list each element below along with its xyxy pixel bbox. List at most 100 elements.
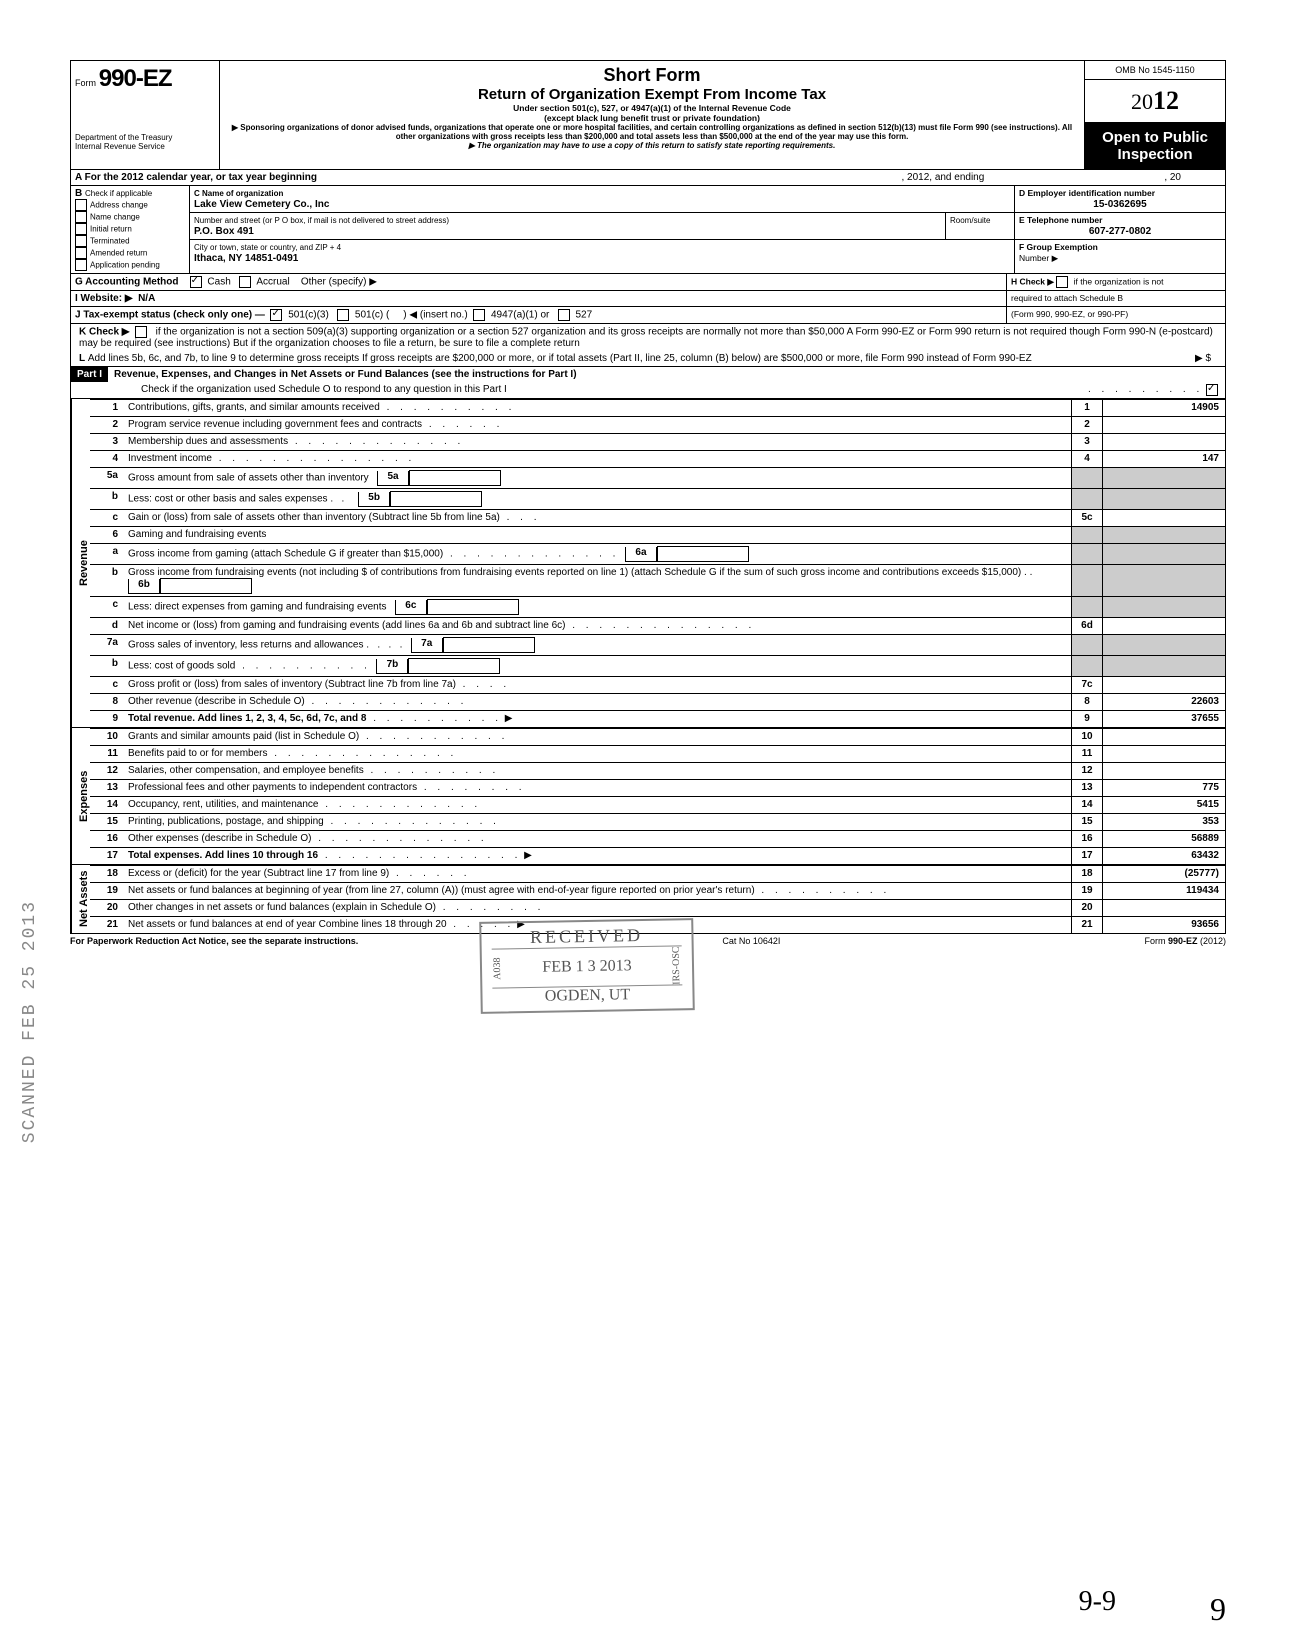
signature: 9-9 xyxy=(1079,1586,1116,1618)
t5b: Less: cost or other basis and sales expe… xyxy=(128,494,328,505)
t6: Gaming and fundraising events xyxy=(124,527,1071,543)
bn5c: 5c xyxy=(1071,510,1103,526)
v15: 353 xyxy=(1103,814,1225,830)
bn13: 13 xyxy=(1071,780,1103,796)
cb-501c[interactable] xyxy=(337,309,349,321)
i-label: I Website: ▶ xyxy=(75,293,133,304)
v5c xyxy=(1103,510,1225,526)
j-d: 4947(a)(1) or xyxy=(491,310,549,321)
cb-accrual[interactable] xyxy=(239,276,251,288)
part1-title: Revenue, Expenses, and Changes in Net As… xyxy=(108,367,1225,382)
box6a: 6a xyxy=(625,547,657,562)
bn12: 12 xyxy=(1071,763,1103,779)
title-except: (except black lung benefit trust or priv… xyxy=(224,113,1080,123)
dept2: Internal Revenue Service xyxy=(75,142,215,151)
cb-amended[interactable] xyxy=(75,247,87,259)
box6b: 6b xyxy=(128,579,160,594)
sh5b xyxy=(1071,489,1103,509)
cb-h[interactable] xyxy=(1056,276,1068,288)
bn18: 18 xyxy=(1071,866,1103,882)
g-label: G Accounting Method xyxy=(75,277,179,288)
sh6b xyxy=(1071,565,1103,596)
title-sub: Return of Organization Exempt From Incom… xyxy=(224,86,1080,103)
cb-terminated[interactable] xyxy=(75,235,87,247)
t16: Other expenses (describe in Schedule O) xyxy=(128,833,311,844)
inspection: Inspection xyxy=(1089,146,1221,163)
v21: 93656 xyxy=(1103,917,1225,933)
cb-cash[interactable] xyxy=(190,276,202,288)
t7b: Less: cost of goods sold xyxy=(128,661,235,672)
t6d: Net income or (loss) from gaming and fun… xyxy=(128,620,565,631)
val5b[interactable] xyxy=(390,491,482,507)
l-arrow: ▶ $ xyxy=(1071,353,1221,364)
v1: 14905 xyxy=(1103,400,1225,416)
b-check: Check if applicable xyxy=(85,189,152,198)
opt-4: Amended return xyxy=(90,249,147,258)
n13: 13 xyxy=(90,780,124,796)
t18: Excess or (deficit) for the year (Subtra… xyxy=(128,868,389,879)
d-val: 15-0362695 xyxy=(1019,199,1221,210)
bn1: 1 xyxy=(1071,400,1103,416)
k-text: if the organization is not a section 509… xyxy=(79,327,1213,349)
t7c: Gross profit or (loss) from sales of inv… xyxy=(128,679,456,690)
val7b[interactable] xyxy=(408,658,500,674)
val7a[interactable] xyxy=(443,637,535,653)
val6c[interactable] xyxy=(427,599,519,615)
box5b: 5b xyxy=(358,492,390,507)
t2: Program service revenue including govern… xyxy=(128,419,422,430)
val5a[interactable] xyxy=(409,470,501,486)
cb-k[interactable] xyxy=(135,326,147,338)
j-label: J Tax-exempt status (check only one) — xyxy=(75,310,265,321)
v16: 56889 xyxy=(1103,831,1225,847)
t5c: Gain or (loss) from sale of assets other… xyxy=(128,512,500,523)
t9: Total revenue. Add lines 1, 2, 3, 4, 5c,… xyxy=(128,713,366,724)
val6b[interactable] xyxy=(160,578,252,594)
addr-val: P.O. Box 491 xyxy=(194,226,254,237)
shv5a xyxy=(1103,468,1225,488)
stamp-code: A038 xyxy=(492,958,503,980)
bn6d: 6d xyxy=(1071,618,1103,634)
d-label: D Employer identification number xyxy=(1019,188,1155,198)
cb-name[interactable] xyxy=(75,211,87,223)
t13: Professional fees and other payments to … xyxy=(128,782,417,793)
n19: 19 xyxy=(90,883,124,899)
v9: 37655 xyxy=(1103,711,1225,727)
section-gh: G Accounting Method Cash Accrual Other (… xyxy=(71,274,1225,291)
v4: 147 xyxy=(1103,451,1225,467)
l-text: Add lines 5b, 6c, and 7b, to line 9 to d… xyxy=(88,353,1032,364)
cb-pending[interactable] xyxy=(75,259,87,271)
n6b: b xyxy=(90,565,124,596)
g-cash: Cash xyxy=(207,277,230,288)
cb-501c3[interactable] xyxy=(270,309,282,321)
n6: 6 xyxy=(90,527,124,543)
t3: Membership dues and assessments xyxy=(128,436,288,447)
cb-4947[interactable] xyxy=(473,309,485,321)
title-under: Under section 501(c), 527, or 4947(a)(1)… xyxy=(224,103,1080,113)
i-val: N/A xyxy=(138,293,155,304)
j-b: 501(c) ( xyxy=(355,310,389,321)
box5a: 5a xyxy=(377,471,409,486)
section-l: L Add lines 5b, 6c, and 7b, to line 9 to… xyxy=(71,351,1225,366)
box7a: 7a xyxy=(411,638,443,653)
cb-527[interactable] xyxy=(558,309,570,321)
t6a: Gross income from gaming (attach Schedul… xyxy=(128,549,443,560)
city-label: City or town, state or country, and ZIP … xyxy=(194,243,341,252)
val6a[interactable] xyxy=(657,546,749,562)
e-label: E Telephone number xyxy=(1019,215,1102,225)
cb-part1[interactable] xyxy=(1206,384,1218,396)
n2: 2 xyxy=(90,417,124,433)
n7b: b xyxy=(90,656,124,676)
n7a: 7a xyxy=(90,635,124,655)
inspect-box: Open to Public Inspection xyxy=(1085,123,1225,169)
cb-address[interactable] xyxy=(75,199,87,211)
side-expenses: Expenses xyxy=(71,728,90,864)
header-right: OMB No 1545-1150 2012 Open to Public Ins… xyxy=(1085,61,1225,169)
side-revenue: Revenue xyxy=(71,399,90,727)
t6b: Gross income from fundraising events (no… xyxy=(128,567,1021,578)
cb-initial[interactable] xyxy=(75,223,87,235)
shv7a xyxy=(1103,635,1225,655)
page-number: 9 xyxy=(1210,1591,1226,1628)
part1-check: Check if the organization used Schedule … xyxy=(141,384,1088,396)
n6d: d xyxy=(90,618,124,634)
year-prefix: 20 xyxy=(1131,89,1153,114)
